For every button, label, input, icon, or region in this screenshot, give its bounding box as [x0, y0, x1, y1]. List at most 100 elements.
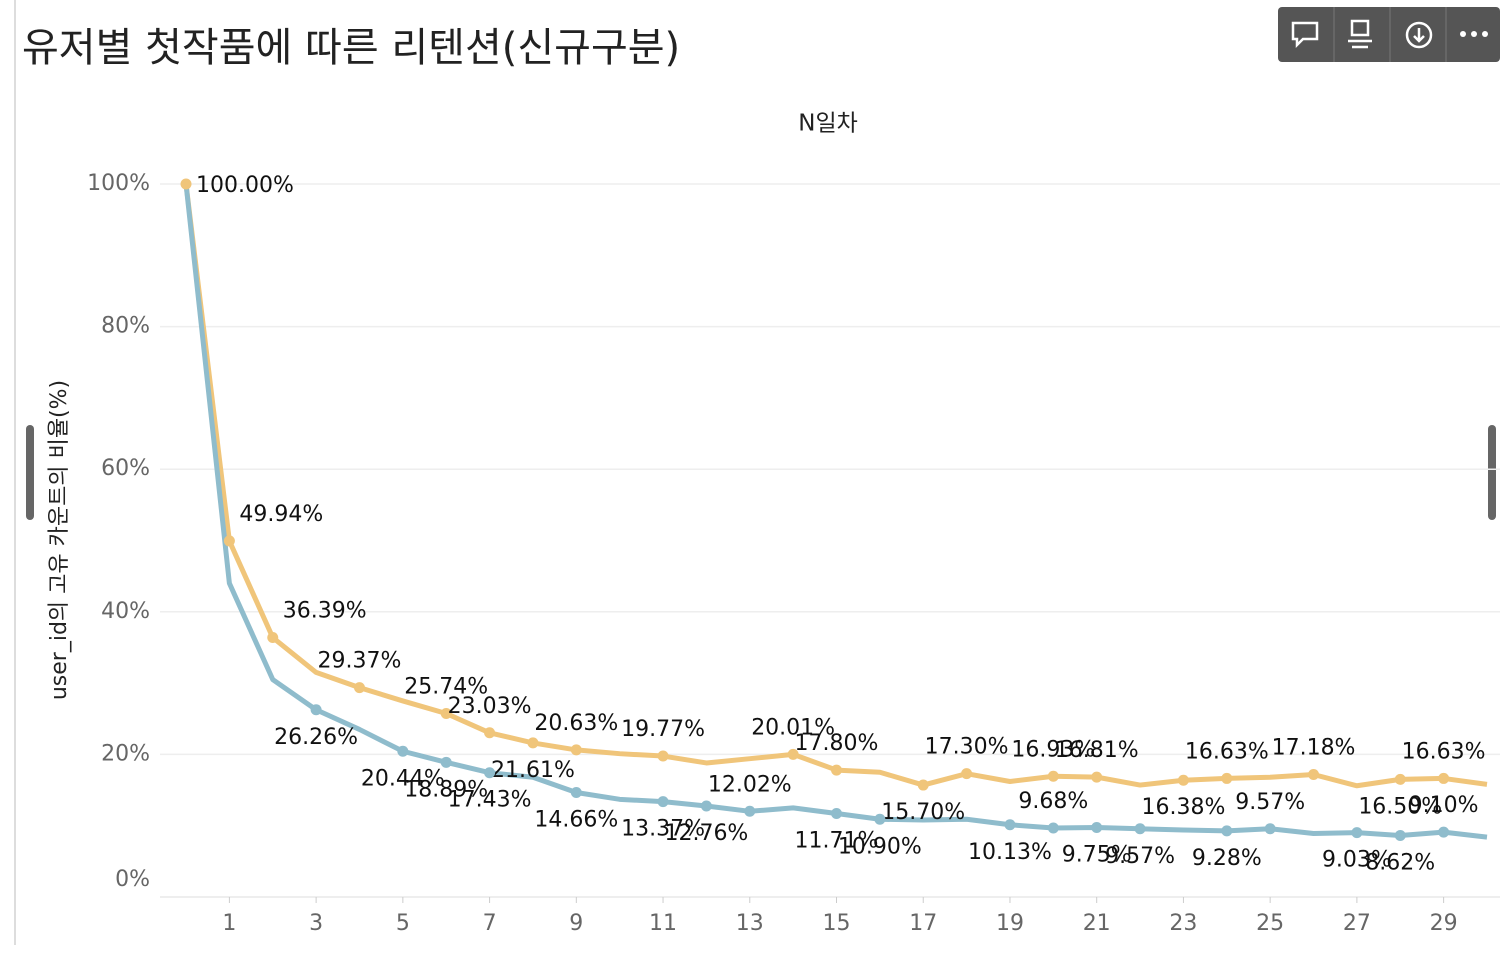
- data-label: 36.39%: [283, 599, 367, 624]
- point: [744, 805, 756, 817]
- data-label: 29.37%: [318, 649, 402, 674]
- point: [1047, 770, 1059, 782]
- download-arrow: [1413, 28, 1425, 43]
- data-label: 16.81%: [1055, 738, 1139, 763]
- toolbar-bg: [1278, 7, 1500, 62]
- data-label: 25.74%: [404, 674, 488, 699]
- data-label: 13.37%: [621, 817, 705, 842]
- x-tick-label: 7: [483, 911, 497, 936]
- data-label: 16.38%: [1141, 795, 1225, 820]
- data-label: 26.26%: [274, 725, 358, 750]
- point: [1438, 826, 1450, 838]
- y-tick-label: 60%: [101, 456, 150, 481]
- x-tick-label: 21: [1083, 911, 1111, 936]
- data-label: 17.80%: [795, 731, 879, 756]
- x-tick-label: 1: [222, 911, 236, 936]
- y-tick-label: 80%: [101, 314, 150, 339]
- data-label: 16.93%: [1011, 737, 1095, 762]
- point: [1221, 772, 1233, 784]
- point: [1394, 773, 1406, 785]
- point: [831, 808, 843, 820]
- y-tick-label: 40%: [101, 599, 150, 624]
- x-tick-label: 3: [309, 911, 323, 936]
- data-label: 9.68%: [1018, 789, 1088, 814]
- point: [874, 813, 886, 825]
- data-label: 19.77%: [621, 717, 705, 742]
- data-label: 20.44%: [361, 766, 445, 791]
- x-tick-label: 29: [1430, 911, 1458, 936]
- point: [787, 748, 799, 760]
- point: [700, 800, 712, 812]
- point: [397, 745, 409, 757]
- data-label: 10.13%: [968, 840, 1052, 865]
- data-label: 9.57%: [1235, 790, 1305, 815]
- download-icon[interactable]: [1405, 21, 1433, 49]
- point: [1394, 830, 1406, 842]
- point: [657, 796, 669, 808]
- point: [1177, 774, 1189, 786]
- point: [831, 764, 843, 776]
- scroll-handle[interactable]: [1488, 425, 1496, 520]
- data-label: 16.63%: [1185, 739, 1269, 764]
- data-label: 14.66%: [534, 807, 618, 832]
- point: [917, 779, 929, 791]
- data-label: 100.00%: [196, 173, 294, 198]
- point: [1047, 822, 1059, 834]
- x-tick-label: 13: [736, 911, 764, 936]
- x-tick-label: 19: [996, 911, 1024, 936]
- point: [961, 768, 973, 780]
- point: [1091, 771, 1103, 783]
- x-axis-label: N일차: [798, 111, 858, 137]
- comment-icon[interactable]: [1291, 21, 1319, 49]
- data-label: 10.90%: [838, 834, 922, 859]
- point: [353, 682, 365, 694]
- data-label: 23.03%: [448, 694, 532, 719]
- point: [267, 632, 279, 644]
- data-label: 17.43%: [448, 788, 532, 813]
- data-label: 16.50%: [1358, 794, 1442, 819]
- x-tick-label: 23: [1169, 911, 1197, 936]
- x-tick-label: 27: [1343, 911, 1371, 936]
- point: [1351, 827, 1363, 839]
- y-tick-label: 100%: [87, 171, 150, 196]
- y-tick-label: 0%: [115, 867, 150, 892]
- data-label: 15.70%: [881, 800, 965, 825]
- data-label: 16.63%: [1402, 739, 1486, 764]
- point: [484, 767, 496, 779]
- chart-title: 유저별 첫작품에 따른 리텐션(신규구분): [22, 25, 680, 71]
- view-icon[interactable]: [1348, 19, 1372, 49]
- point: [657, 750, 669, 762]
- point: [1438, 772, 1450, 784]
- data-label: 20.63%: [534, 711, 618, 736]
- point: [484, 727, 496, 739]
- data-label: 9.57%: [1105, 844, 1175, 869]
- data-label: 12.76%: [664, 821, 748, 846]
- point: [440, 756, 452, 768]
- point: [310, 704, 322, 716]
- data-label: 9.28%: [1192, 846, 1262, 871]
- y-tick-label: 20%: [101, 741, 150, 766]
- data-label: 20.01%: [751, 715, 835, 740]
- point: [527, 737, 539, 749]
- data-label: 12.02%: [708, 772, 792, 797]
- scroll-handle[interactable]: [26, 425, 34, 520]
- point: [570, 744, 582, 756]
- x-tick-label: 11: [649, 911, 677, 936]
- x-tick-label: 15: [823, 911, 851, 936]
- x-tick-label: 9: [569, 911, 583, 936]
- data-label: 49.94%: [239, 502, 323, 527]
- point: [223, 535, 235, 547]
- more-icon[interactable]: [1460, 31, 1488, 37]
- point: [570, 786, 582, 798]
- data-label: 9.75%: [1062, 842, 1132, 867]
- point: [1221, 825, 1233, 837]
- data-label: 8.62%: [1365, 851, 1435, 876]
- toolbar: [1278, 7, 1500, 62]
- data-label: 17.30%: [925, 735, 1009, 760]
- point: [180, 178, 192, 190]
- data-label: 11.71%: [795, 829, 879, 854]
- x-tick-label: 17: [909, 911, 937, 936]
- point: [1091, 821, 1103, 833]
- series-line: [183, 183, 1488, 789]
